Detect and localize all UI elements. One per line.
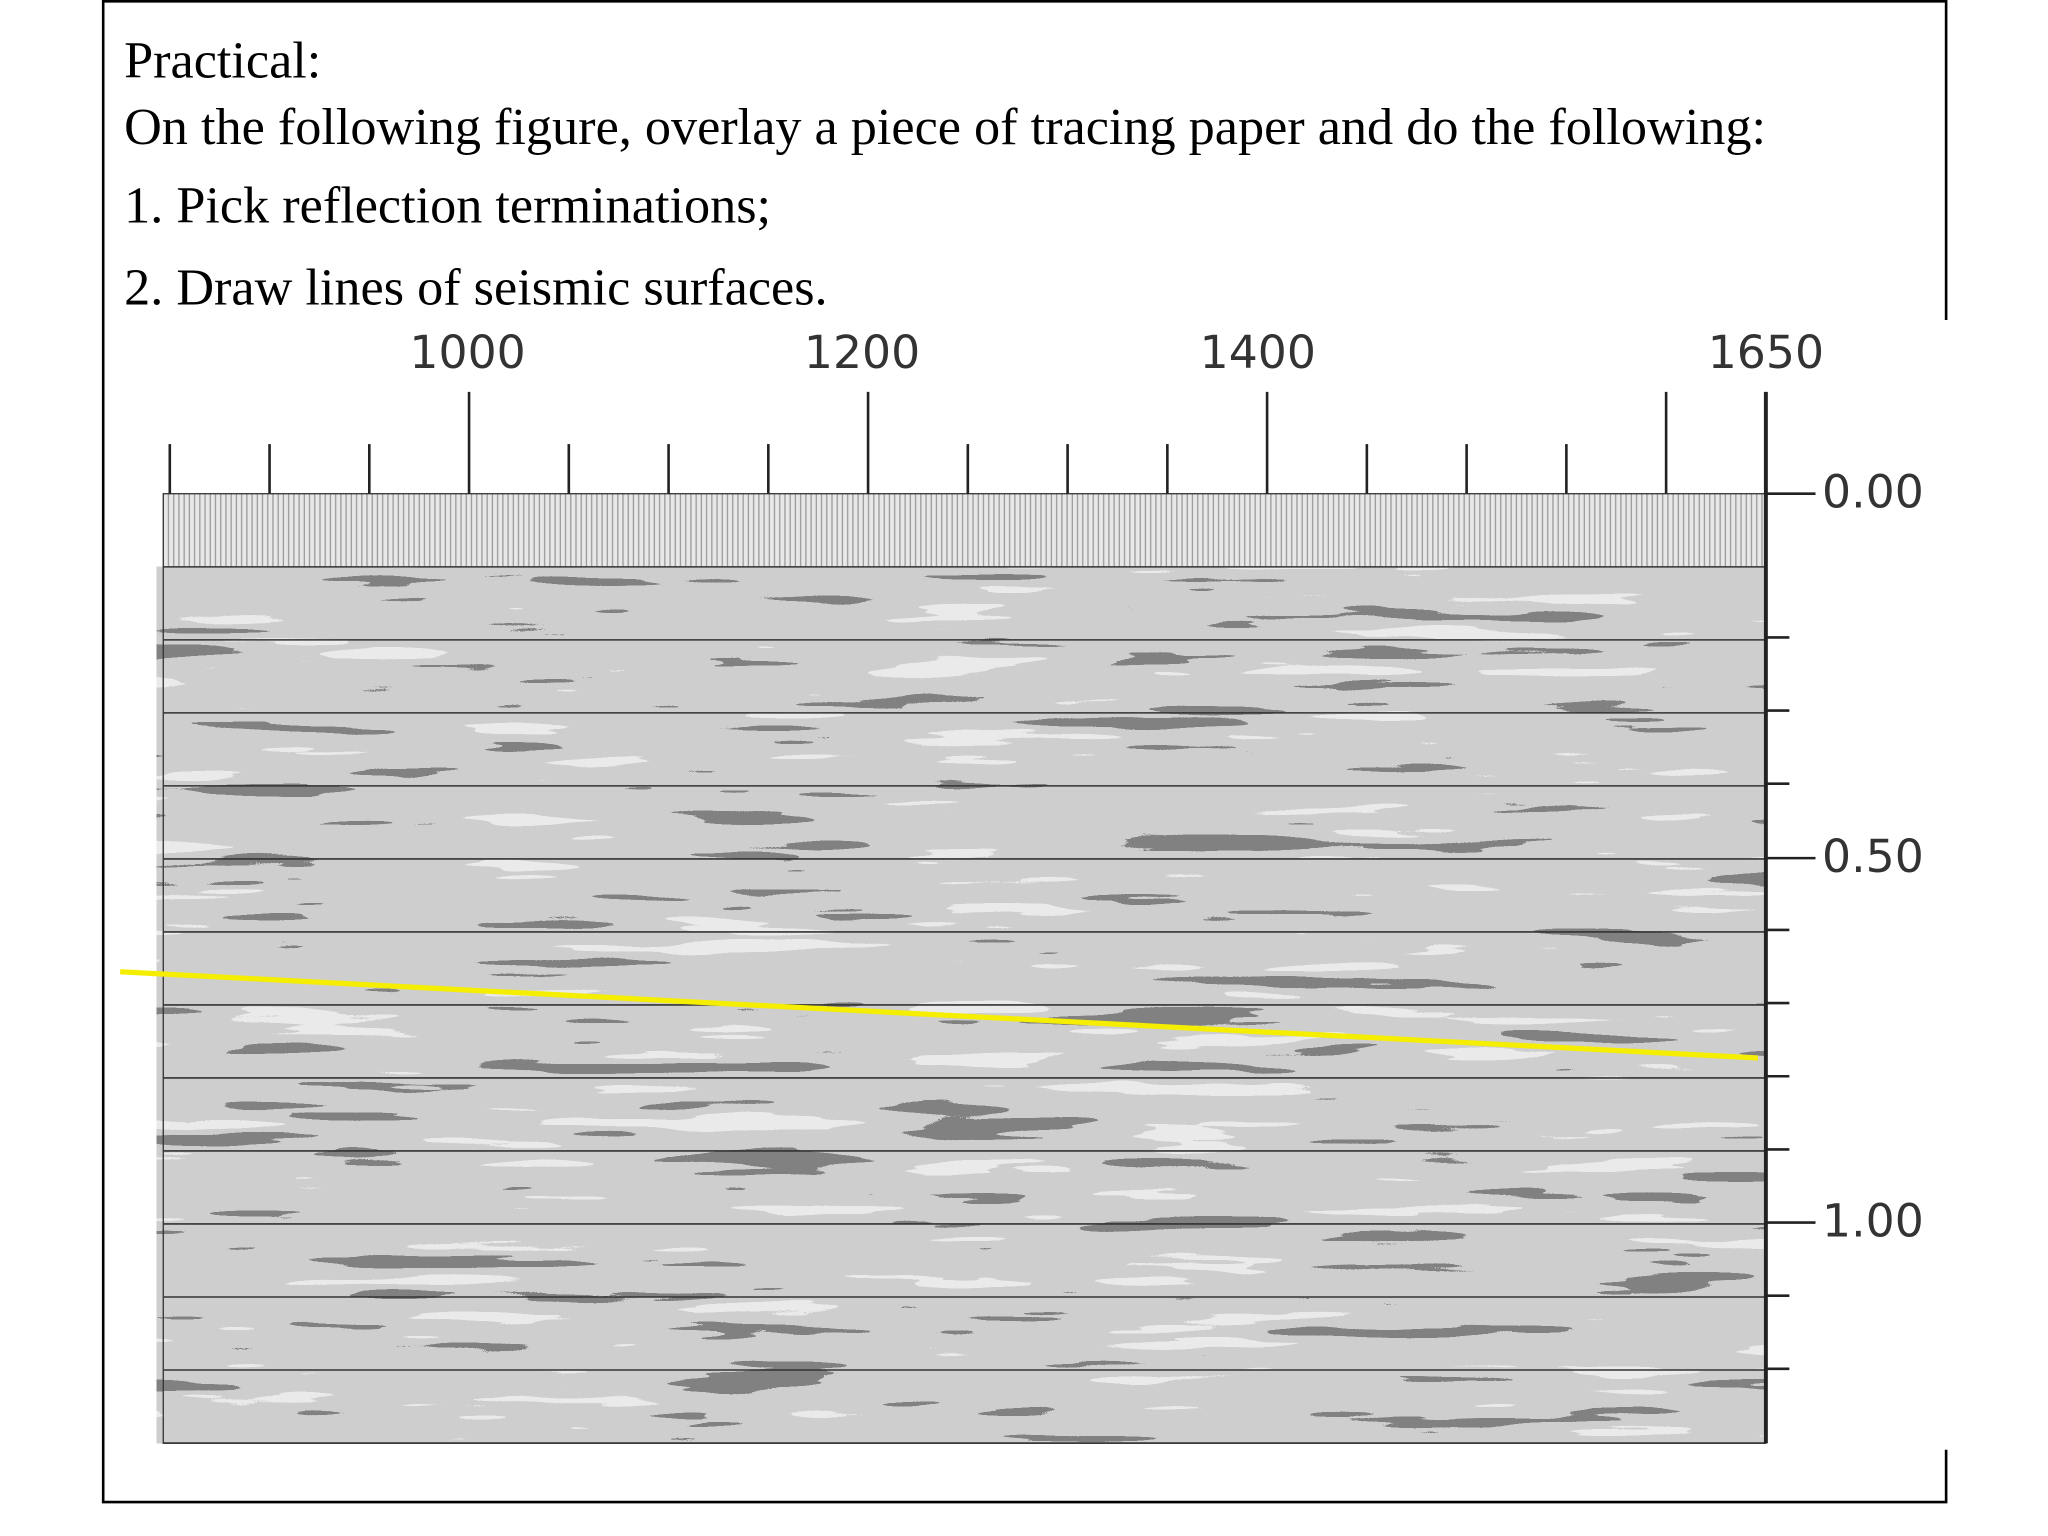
x-label: 1650 bbox=[1708, 326, 1824, 379]
x-label: 1000 bbox=[409, 326, 525, 379]
y-label: 1.00 bbox=[1822, 1194, 1924, 1247]
trace-header bbox=[163, 493, 1766, 567]
instruction: On the following figure, overlay a piece… bbox=[124, 98, 1766, 156]
step: 2. Draw lines of seismic surfaces. bbox=[124, 259, 828, 317]
y-label: 0.00 bbox=[1822, 466, 1924, 519]
text-box-border bbox=[101, 0, 1948, 1504]
yellow-horizon-line bbox=[120, 969, 1759, 1061]
seismic-figure: 1000 1200 1400 1650 0.00 0.50 1.00 bbox=[117, 320, 1945, 1449]
step: 1. Pick reflection terminations; bbox=[124, 176, 771, 234]
title: Practical: bbox=[124, 31, 321, 89]
x-label: 1400 bbox=[1200, 326, 1316, 379]
y-label: 0.50 bbox=[1822, 830, 1924, 883]
timing-lines bbox=[163, 566, 1766, 1444]
x-label: 1200 bbox=[804, 326, 920, 379]
